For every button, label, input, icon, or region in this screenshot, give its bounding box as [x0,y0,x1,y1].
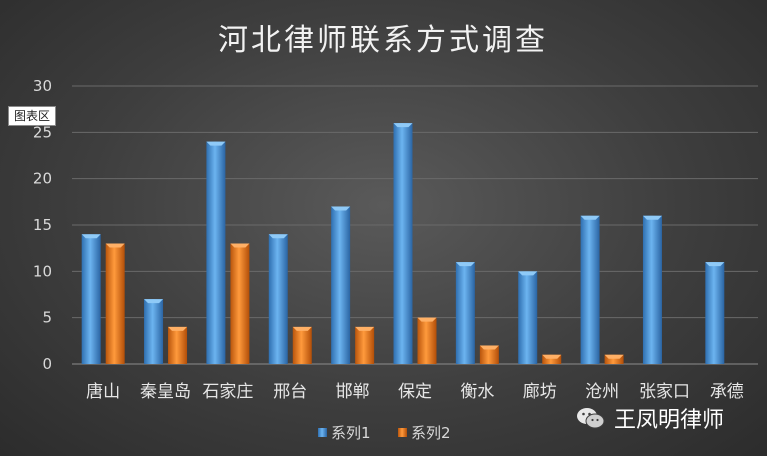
x-tick-label: 张家口 [639,382,690,402]
x-tick-label: 秦皇岛 [140,382,191,402]
chart-title: 河北律师联系方式调查 [218,23,548,58]
legend-label: 系列2 [411,424,451,442]
bar-series2 [168,326,188,364]
legend-swatch [398,428,407,437]
bar-series1 [393,123,413,364]
legend-label: 系列1 [331,424,371,442]
bar-series1 [81,234,101,364]
x-tick-label: 石家庄 [202,382,253,402]
x-tick-label: 唐山 [86,381,120,402]
bar-cap [455,262,475,267]
bar-cap [542,354,562,359]
watermark: 王凤明律师 [576,402,724,434]
wechat-icon [577,408,605,429]
bar-series2 [479,345,499,364]
bar-series1 [642,215,662,364]
bar-cap [331,206,351,211]
y-tick-label: 25 [33,123,52,141]
bar-series1 [144,299,164,364]
x-tick-label: 沧州 [585,382,619,402]
bar-series1 [206,141,226,364]
bar-cap [705,262,725,267]
bar-series1 [705,262,725,364]
bar-cap [105,243,125,248]
x-tick-label: 衡水 [460,382,494,402]
y-tick-label: 20 [33,170,52,188]
bar-cap [230,243,250,248]
bar-cap [81,234,101,239]
bars [81,123,725,364]
bar-series2 [292,326,312,364]
x-tick-label: 承德 [710,382,744,402]
watermark-text: 王凤明律师 [614,408,725,433]
x-tick-label: 保定 [398,382,432,402]
y-tick-label: 30 [33,77,52,95]
bar-cap [518,271,538,276]
bar-series2 [230,243,250,364]
bar-cap [580,215,600,220]
bar-series2 [105,243,125,364]
bar-series1 [580,215,600,364]
bar-series2 [355,326,375,364]
bar-cap [268,234,288,239]
bar-cap [393,123,413,128]
bar-cap [355,326,375,331]
x-tick-label: 邢台 [273,382,307,402]
bar-cap [292,326,312,331]
bar-series1 [268,234,288,364]
bar-series2 [604,354,624,364]
bar-series2 [417,317,437,364]
bar-series1 [331,206,351,364]
axis-labels: 0 5 10 15 20 25 30 唐山 秦皇岛 石家庄 邢台 邯郸 保定 衡水 廊坊 沧州 张家口 承德 [33,77,744,402]
chart-area-tooltip: 图表区 [8,106,57,126]
bar-cap [642,215,662,220]
y-tick-label: 10 [33,262,52,280]
bar-cap [144,299,164,304]
x-tick-label: 邯郸 [336,382,370,402]
legend: 系列1 系列2 [318,424,451,442]
bar-cap [479,345,499,350]
bar-series2 [542,354,562,364]
y-tick-label: 15 [33,216,52,234]
bar-series1 [518,271,538,364]
y-tick-label: 0 [42,355,52,373]
bar-series1 [455,262,475,364]
bar-cap [604,354,624,359]
bar-cap [168,326,188,331]
gridlines [72,85,758,365]
bar-cap [206,141,226,146]
y-tick-label: 5 [42,309,52,327]
bar-cap [417,317,437,322]
legend-swatch [318,428,327,437]
x-tick-label: 廊坊 [523,382,557,402]
